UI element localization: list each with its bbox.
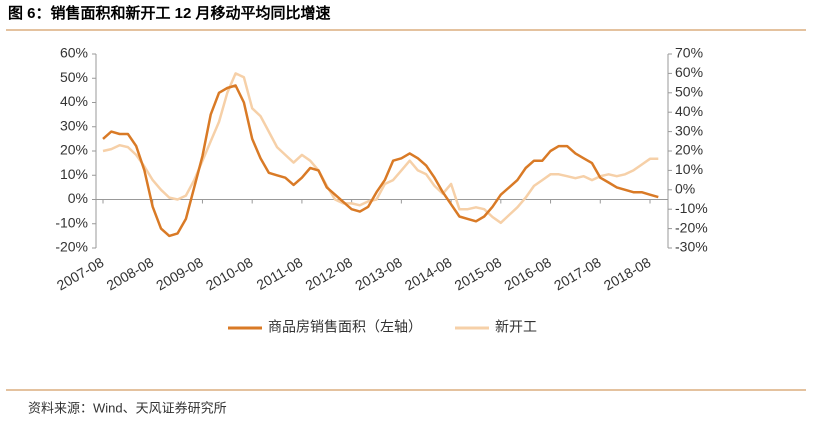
chart-title: 图 6：销售面积和新开工 12 月移动平均同比增速 [8, 4, 331, 22]
y-tick-label: 30% [60, 117, 88, 133]
x-tick-label: 2016-08 [501, 254, 554, 294]
y2-tick-label: -20% [675, 219, 708, 235]
y2-tick-label: 70% [675, 45, 703, 61]
x-tick-label: 2008-08 [104, 254, 157, 294]
legend-label: 商品房销售面积（左轴） [268, 319, 422, 335]
y2-tick-label: 40% [675, 103, 703, 119]
y-tick-label: 10% [60, 166, 88, 182]
y-tick-label: 60% [60, 45, 88, 61]
x-tick-label: 2012-08 [302, 254, 355, 294]
y2-tick-label: 20% [675, 142, 703, 158]
x-tick-label: 2013-08 [352, 254, 405, 294]
y2-tick-label: -30% [675, 239, 708, 255]
y-tick-label: -10% [55, 214, 88, 230]
y-tick-label: 20% [60, 142, 88, 158]
y2-tick-label: 60% [675, 64, 703, 80]
y2-tick-label: 50% [675, 84, 703, 100]
x-tick-label: 2009-08 [153, 254, 206, 294]
y-tick-label: 0% [68, 190, 88, 206]
series-line [102, 84, 659, 238]
y2-tick-label: 30% [675, 122, 703, 138]
y-tick-label: 40% [60, 93, 88, 109]
legend-label: 新开工 [495, 319, 537, 335]
x-tick-label: 2014-08 [402, 254, 455, 294]
y-tick-label: 50% [60, 69, 88, 85]
x-tick-label: 2010-08 [203, 254, 256, 294]
y2-tick-label: -10% [675, 200, 708, 216]
y-tick-label: -20% [55, 239, 88, 255]
source-note: 资料来源：Wind、天风证券研究所 [28, 400, 227, 415]
x-tick-label: 2017-08 [551, 254, 604, 294]
y2-tick-label: 0% [675, 181, 695, 197]
x-tick-label: 2007-08 [54, 254, 107, 294]
x-tick-label: 2015-08 [452, 254, 505, 294]
x-tick-label: 2018-08 [601, 254, 654, 294]
y2-tick-label: 10% [675, 161, 703, 177]
x-tick-label: 2011-08 [254, 254, 306, 293]
series-line [102, 72, 659, 225]
